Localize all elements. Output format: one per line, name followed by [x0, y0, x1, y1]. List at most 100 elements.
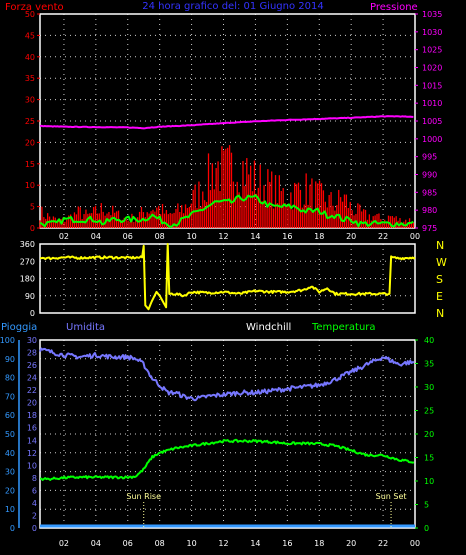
rain-axis-tick: 40 [5, 449, 15, 458]
x-tick-label: 12 [218, 232, 228, 241]
right-axis-tick: 975 [422, 224, 437, 233]
sun-marker-label: Sun Rise [126, 492, 161, 501]
rain-axis-tick: 50 [5, 430, 15, 439]
humidity-axis-tick: 26 [27, 361, 37, 370]
humidity-axis-tick: 10 [27, 461, 37, 470]
humidity-axis-tick: 16 [27, 424, 37, 433]
x-tick-label: 12 [218, 539, 228, 548]
rain-axis-tick: 80 [5, 374, 15, 383]
direction-axis-tick: 180 [20, 275, 35, 284]
right-axis-tick: 995 [422, 153, 437, 162]
compass-label: N [436, 239, 444, 252]
right-axis-tick: 1000 [422, 135, 442, 144]
temperature-axis-tick: 40 [424, 336, 434, 345]
humidity-axis-tick: 0 [32, 524, 37, 533]
x-tick-label: 16 [282, 539, 292, 548]
temp-hum-panel: 0102030405060708090100024681012141618202… [0, 336, 434, 548]
wind-avg-line [39, 194, 414, 228]
temperature-label: Temperatura [311, 322, 376, 333]
x-tick-label: 14 [250, 232, 260, 241]
direction-axis-tick: 270 [20, 257, 35, 266]
x-tick-label: 22 [378, 232, 388, 241]
right-axis-tick: 980 [422, 206, 437, 215]
humidity-axis-tick: 30 [27, 336, 37, 345]
temperature-axis-tick: 30 [424, 383, 434, 392]
rain-axis-tick: 20 [5, 486, 15, 495]
rain-axis-tick: 100 [0, 336, 15, 345]
rain-axis-tick: 30 [5, 468, 15, 477]
direction-line [39, 243, 416, 311]
x-tick-label: 16 [282, 232, 292, 241]
right-axis-tick: 1025 [422, 46, 442, 55]
rain-axis-tick: 70 [5, 392, 15, 401]
rain-axis-tick: 90 [5, 355, 15, 364]
right-axis-tick: 990 [422, 171, 437, 180]
humidity-axis-tick: 4 [32, 499, 37, 508]
temperature-axis-tick: 15 [424, 454, 434, 463]
x-tick-label: 06 [123, 539, 133, 548]
direction-axis-tick: 90 [25, 292, 35, 301]
humidity-axis-tick: 20 [27, 399, 37, 408]
temperature-line [39, 438, 415, 481]
x-tick-label: 08 [155, 232, 165, 241]
x-tick-label: 02 [59, 232, 69, 241]
humidity-label: Umidita [66, 322, 105, 333]
humidity-axis-tick: 6 [32, 486, 37, 495]
left-axis-tick: 40 [25, 53, 35, 62]
humidity-axis-tick: 2 [32, 511, 37, 520]
wind-label: Forza vento [5, 2, 64, 13]
left-axis-tick: 50 [25, 10, 35, 19]
right-axis-tick: 1010 [422, 99, 442, 108]
x-tick-label: 20 [346, 232, 356, 241]
humidity-axis-tick: 22 [27, 386, 37, 395]
compass-label: N [436, 307, 444, 320]
compass-label: E [436, 290, 443, 303]
x-tick-label: 20 [346, 539, 356, 548]
temperature-axis-tick: 20 [424, 430, 434, 439]
x-tick-label: 00 [410, 232, 420, 241]
rain-label: Pioggia [1, 322, 37, 333]
direction-axis-tick: 0 [30, 309, 35, 318]
temperature-axis-tick: 10 [424, 477, 434, 486]
compass-label: S [436, 273, 443, 286]
x-tick-label: 10 [187, 539, 197, 548]
x-tick-label: 00 [410, 539, 420, 548]
humidity-axis-tick: 18 [27, 411, 37, 420]
right-axis-tick: 1005 [422, 117, 442, 126]
right-axis-tick: 1015 [422, 81, 442, 90]
right-axis-tick: 1035 [422, 10, 442, 19]
left-axis-tick: 0 [30, 224, 35, 233]
left-axis-tick: 10 [25, 181, 35, 190]
x-tick-label: 04 [91, 232, 101, 241]
humidity-axis-tick: 24 [27, 374, 37, 383]
left-axis-tick: 15 [25, 160, 35, 169]
x-tick-label: 22 [378, 539, 388, 548]
humidity-axis-tick: 28 [27, 349, 37, 358]
temperature-axis-tick: 5 [424, 501, 429, 510]
x-tick-label: 10 [187, 232, 197, 241]
wind-pressure-panel: 0510152025303540455097598098599099510001… [25, 10, 443, 241]
left-axis-tick: 45 [25, 31, 35, 40]
right-axis-tick: 1020 [422, 64, 442, 73]
temperature-axis-tick: 25 [424, 407, 434, 416]
x-tick-label: 18 [314, 539, 324, 548]
rain-axis-tick: 60 [5, 411, 15, 420]
sun-marker-label: Sun Set [376, 492, 407, 501]
x-tick-label: 06 [123, 232, 133, 241]
humidity-line [39, 347, 415, 402]
left-axis-tick: 30 [25, 96, 35, 105]
left-axis-tick: 35 [25, 74, 35, 83]
left-axis-tick: 5 [30, 203, 35, 212]
x-tick-label: 02 [59, 539, 69, 548]
x-tick-label: 08 [155, 539, 165, 548]
temperature-axis-tick: 0 [424, 524, 429, 533]
rain-axis-tick: 0 [10, 524, 15, 533]
right-axis-tick: 985 [422, 188, 437, 197]
humidity-axis-tick: 8 [32, 474, 37, 483]
direction-axis-tick: 360 [20, 240, 35, 249]
x-tick-label: 04 [91, 539, 101, 548]
pressure-line [39, 115, 414, 130]
